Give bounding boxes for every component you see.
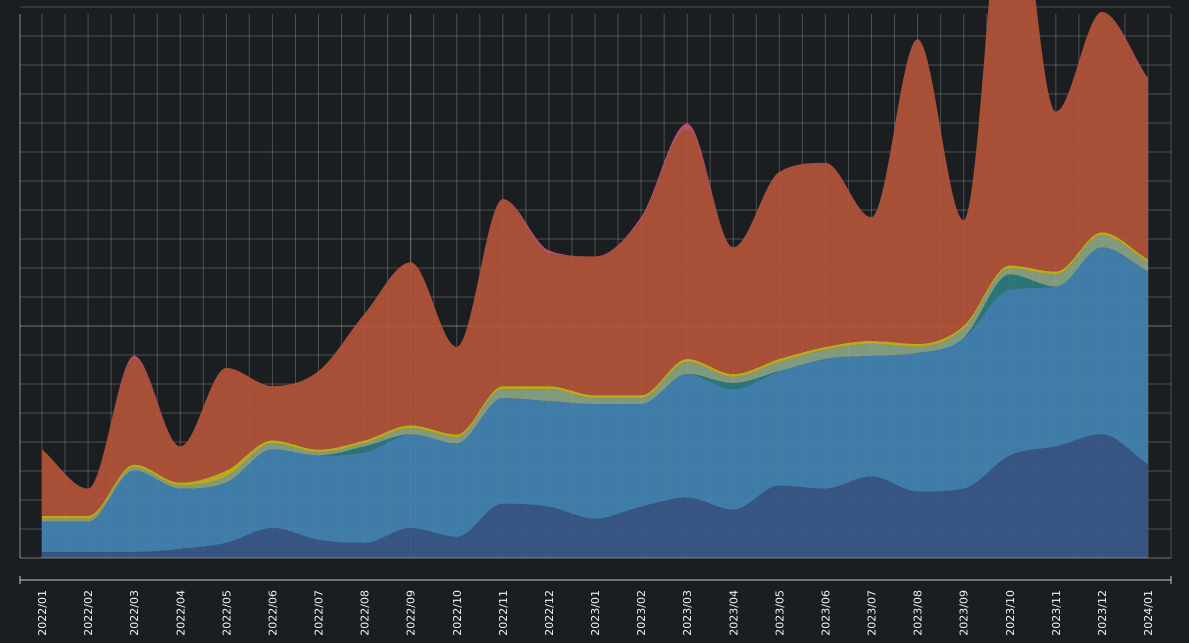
x-tick-label: 2022/08 xyxy=(359,590,372,636)
x-tick-label: 2022/11 xyxy=(497,590,510,636)
area-series-2[interactable] xyxy=(42,247,1148,552)
x-tick-label: 2022/01 xyxy=(36,590,49,636)
x-tick-label: 2022/10 xyxy=(451,590,464,636)
x-tick-label: 2024/01 xyxy=(1142,590,1155,636)
x-tick-label: 2023/02 xyxy=(635,590,648,636)
x-tick-label: 2022/02 xyxy=(82,590,95,636)
x-tick-label: 2022/07 xyxy=(313,590,326,636)
x-tick-label: 2023/05 xyxy=(773,590,786,636)
area-series-6[interactable] xyxy=(42,0,1148,516)
x-tick-label: 2023/09 xyxy=(958,590,971,636)
x-tick-label: 2023/01 xyxy=(589,590,602,636)
x-tick-label: 2022/04 xyxy=(174,590,187,636)
x-tick-label: 2023/08 xyxy=(912,590,925,636)
x-tick-label: 2022/03 xyxy=(128,590,141,636)
x-tick-label: 2023/07 xyxy=(866,590,879,636)
x-tick-label: 2022/06 xyxy=(266,590,279,636)
x-axis-tick-labels: 2022/01 2022/02 2022/03 2022/04 2022/05 2022/… xyxy=(36,590,1155,636)
x-tick-label: 2023/04 xyxy=(727,590,740,636)
x-tick-label: 2023/06 xyxy=(819,590,832,636)
area-series-1[interactable] xyxy=(42,434,1148,558)
x-tick-label: 2023/12 xyxy=(1096,590,1109,636)
chart-axes xyxy=(19,14,1172,584)
x-tick-label: 2022/12 xyxy=(543,590,556,636)
x-tick-label: 2023/03 xyxy=(681,590,694,636)
x-tick-label: 2022/09 xyxy=(405,590,418,636)
chart-areas xyxy=(42,0,1148,558)
x-tick-label: 2022/05 xyxy=(220,590,233,636)
x-tick-label: 2023/10 xyxy=(1004,590,1017,636)
x-tick-label: 2023/11 xyxy=(1050,590,1063,636)
